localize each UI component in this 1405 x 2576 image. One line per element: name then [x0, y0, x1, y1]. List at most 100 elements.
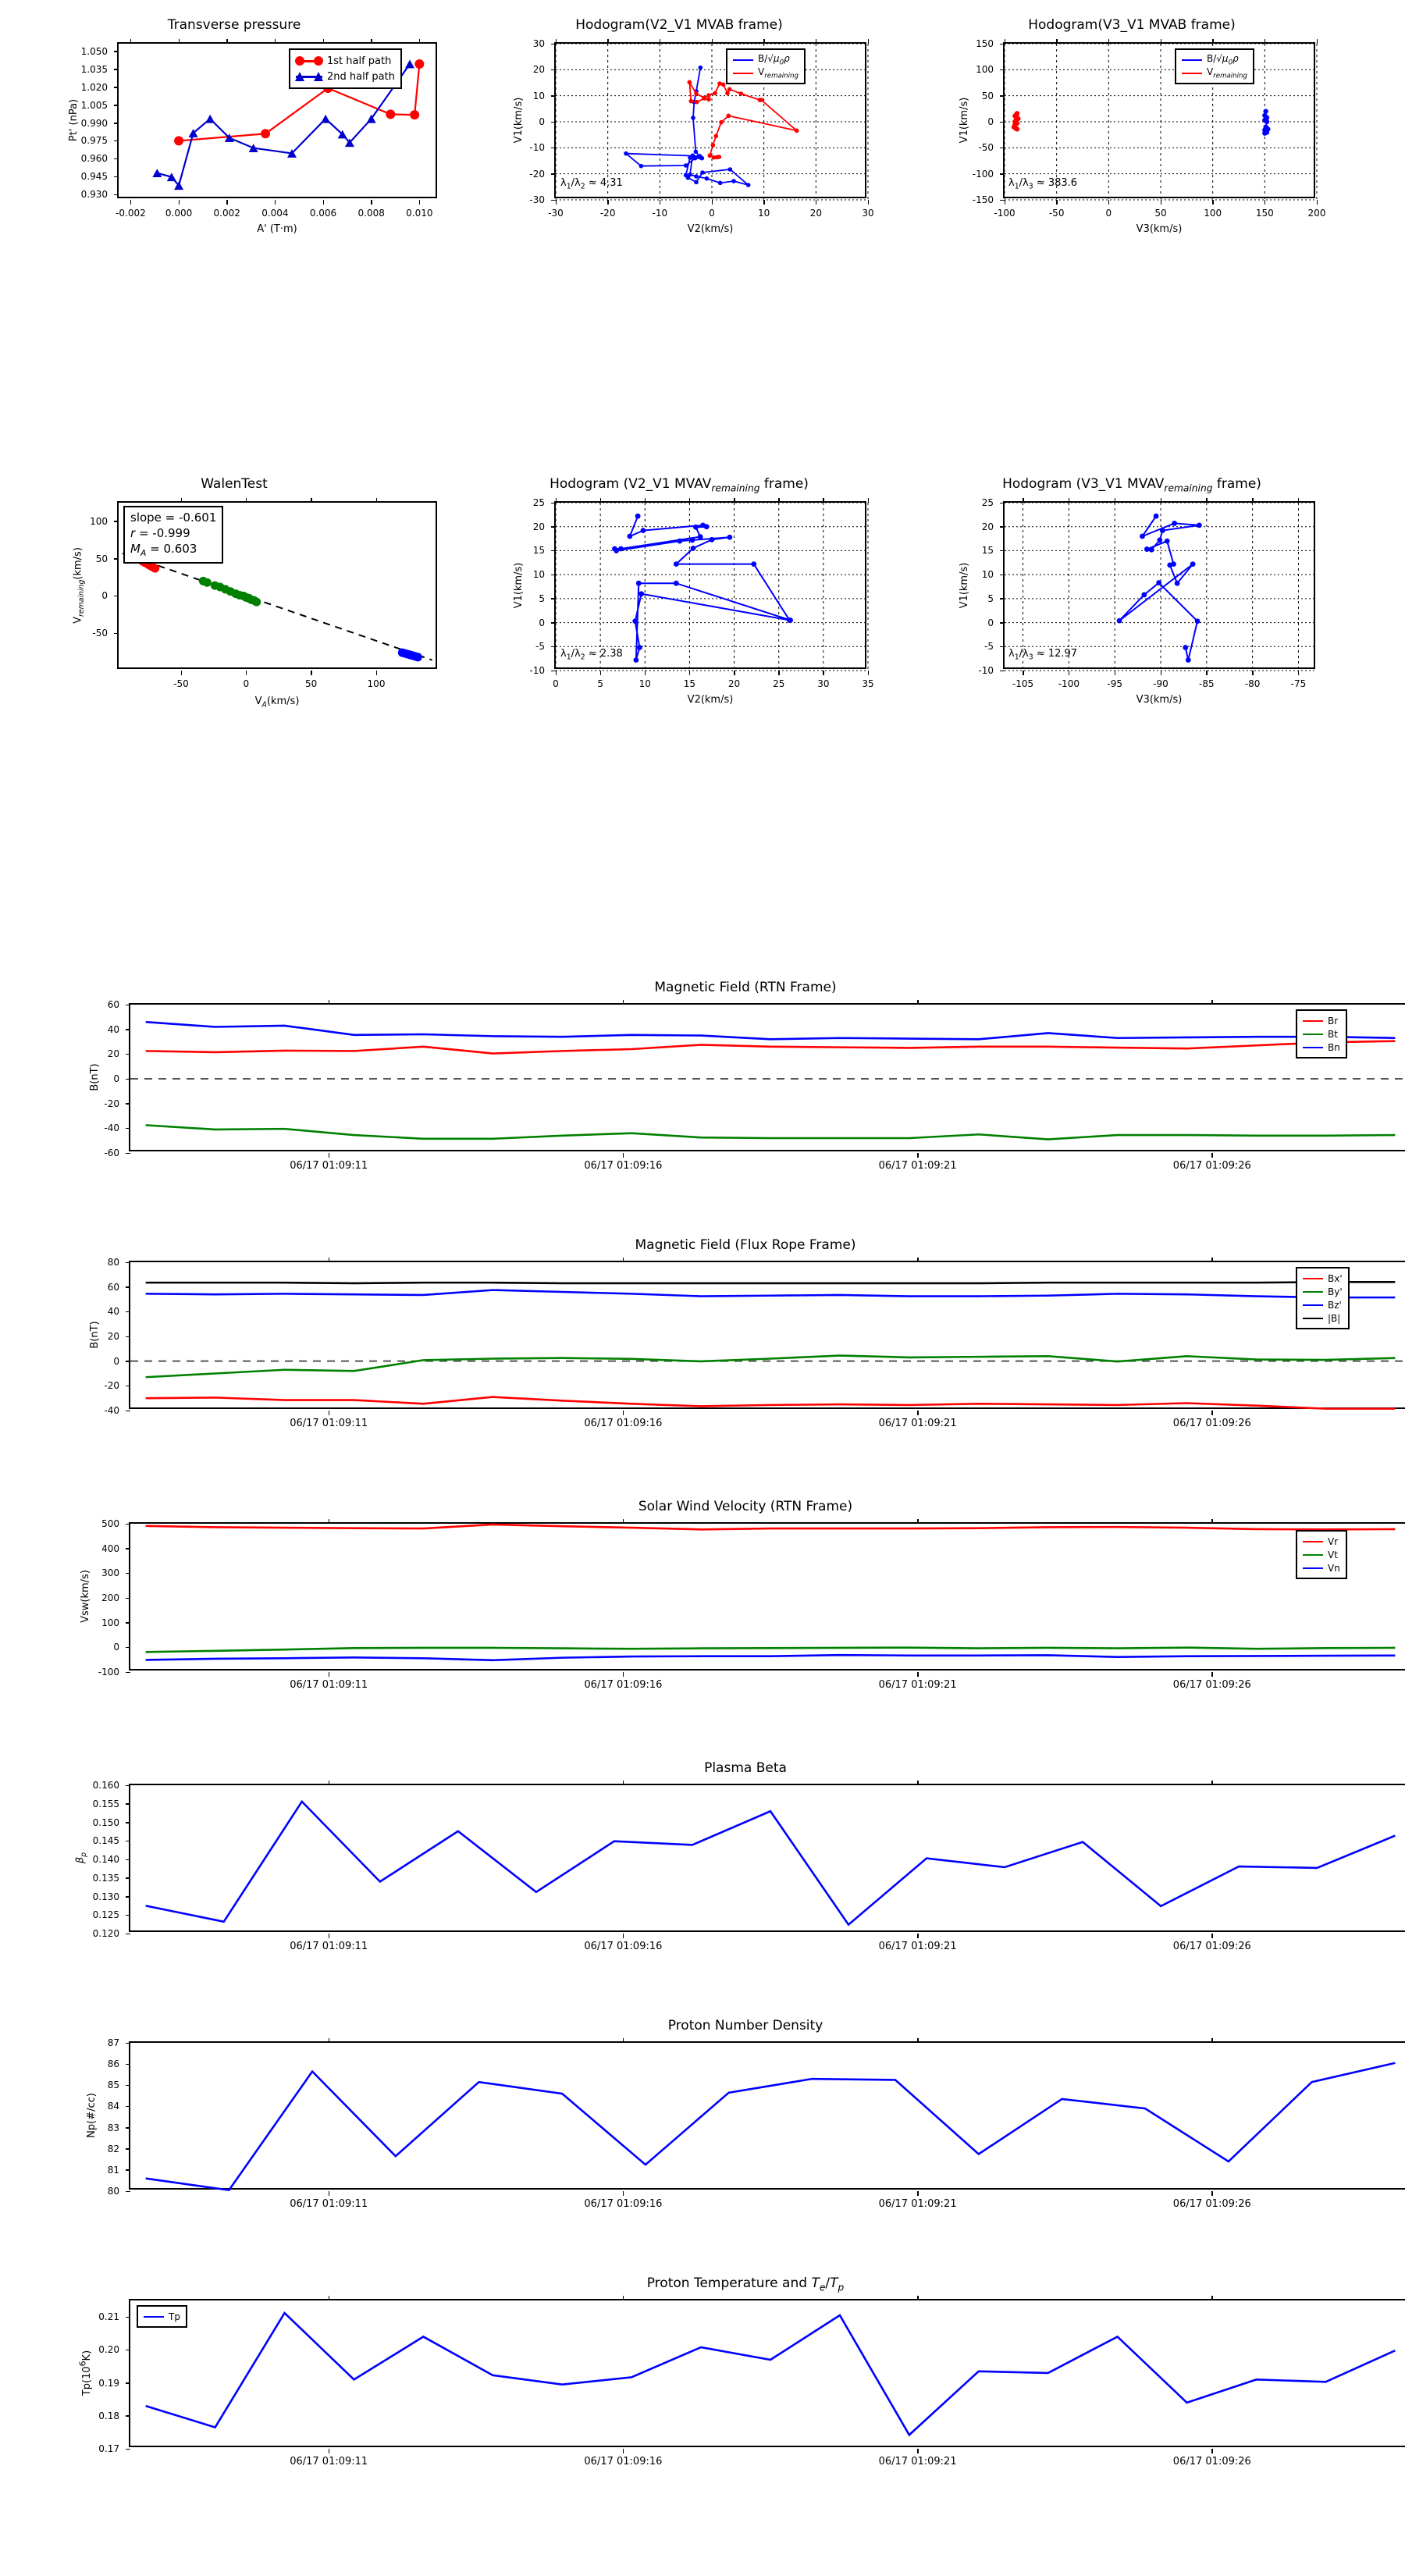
- legend-item[interactable]: Br: [1303, 1014, 1340, 1027]
- x-tick-label: 0.000: [165, 208, 193, 219]
- y-tick-label: 0.120: [92, 1928, 119, 1939]
- legend[interactable]: 1st half path 2nd half path: [289, 48, 402, 89]
- time-tick-label: 06/17 01:09:26: [1172, 1941, 1251, 1952]
- x-tick-mark: [1108, 200, 1110, 205]
- x-tick-mark: [245, 671, 247, 675]
- panel-magnetic-field-rtn: Magnetic Field (RTN Frame) -60 -40 -20 0 20 40…: [82, 980, 1405, 1175]
- legend-item[interactable]: 1st half path: [295, 53, 395, 69]
- y-tick-mark: [126, 1840, 130, 1842]
- plot-area: -100 0 100 200 300 400 500 06/17 01:09:11 06/17 …: [98, 1518, 1405, 1691]
- legend[interactable]: B/√μ0ρ Vremaining: [726, 48, 806, 84]
- y-tick-label: -20: [104, 1380, 119, 1392]
- panel-title: Solar Wind Velocity (RTN Frame): [638, 1499, 853, 1514]
- panel-plasma-beta: Plasma Beta 0.120 0.125 0.130 0.135 0.140 0.14…: [74, 1760, 1405, 1955]
- time-tick-mark: [1211, 1411, 1213, 1415]
- y-tick-mark: [551, 574, 556, 576]
- panel-title: Hodogram(V3_V1 MVAB frame): [1028, 17, 1236, 33]
- y-tick-label: 0.990: [80, 117, 108, 129]
- legend[interactable]: B/√μ0ρ Vremaining: [1175, 48, 1254, 84]
- time-tick-label: 06/17 01:09:26: [1172, 2198, 1251, 2210]
- legend-item[interactable]: B/√μ0ρ: [733, 53, 799, 66]
- time-tick-mark-top: [328, 2296, 330, 2300]
- x-tick-label: 0.006: [309, 208, 337, 219]
- legend-item[interactable]: Tp: [144, 2310, 180, 2323]
- y-tick-mark: [126, 2382, 130, 2384]
- y-tick-label: -100: [98, 1667, 119, 1678]
- y-tick-label: 100: [101, 1617, 119, 1628]
- time-tick-mark-top: [622, 1000, 624, 1005]
- y-tick-mark: [551, 526, 556, 528]
- x-tick-mark-top: [815, 39, 817, 44]
- legend-item[interactable]: Vremaining: [733, 66, 799, 80]
- x-tick-mark-top: [226, 39, 228, 44]
- time-tick-mark: [328, 1672, 330, 1677]
- x-tick-mark: [226, 200, 228, 205]
- y-tick-mark: [114, 632, 119, 635]
- x-tick-mark-top: [1297, 498, 1300, 503]
- legend-item[interactable]: |B|: [1303, 1311, 1343, 1325]
- y-axis-label: V1(km/s): [513, 562, 525, 608]
- y-tick-label: -20: [529, 168, 545, 180]
- legend-swatch: [1303, 1300, 1323, 1311]
- legend[interactable]: Bx' By' Bz' |B|: [1296, 1267, 1350, 1329]
- legend-item[interactable]: Vr: [1303, 1535, 1340, 1548]
- legend-item[interactable]: Vt: [1303, 1548, 1340, 1561]
- y-tick-mark: [126, 2349, 130, 2351]
- time-tick-mark-top: [328, 1258, 330, 1262]
- legend-item[interactable]: By': [1303, 1285, 1343, 1298]
- y-tick-label: 40: [107, 1023, 119, 1035]
- y-tick-mark: [126, 2063, 130, 2065]
- plot-area: -30 -20 -10 0 10 20 30 -30 -20 -10 0 10 20 30: [529, 38, 873, 219]
- x-tick-mark: [1316, 200, 1318, 205]
- y-tick-mark: [126, 1822, 130, 1823]
- plot-area: -60 -40 -20 0 20 40 60 06/17 01:09:11 06/17 01:0…: [104, 999, 1405, 1172]
- time-tick-label: 06/17 01:09:26: [1172, 1418, 1251, 1429]
- y-tick-label: -10: [978, 665, 994, 676]
- legend-item[interactable]: B/√μ0ρ: [1182, 53, 1247, 66]
- x-tick-mark: [763, 200, 765, 205]
- legend-item[interactable]: 2nd half path: [295, 69, 395, 84]
- y-tick-mark: [114, 176, 119, 178]
- legend-swatch: [1303, 1042, 1323, 1053]
- x-tick-mark-top: [734, 498, 735, 503]
- y-tick-mark: [126, 2448, 130, 2450]
- time-tick-mark-top: [622, 1781, 624, 1785]
- time-tick-label: 06/17 01:09:11: [290, 1160, 368, 1172]
- time-tick-label: 06/17 01:09:11: [290, 1418, 368, 1429]
- x-tick-label: 200: [1307, 208, 1326, 219]
- x-tick-mark-top: [322, 39, 325, 44]
- y-axis-label: Vsw(km/s): [80, 1570, 91, 1623]
- x-tick-mark-top: [1212, 39, 1214, 44]
- time-tick-mark-top: [622, 1519, 624, 1524]
- time-tick-label: 06/17 01:09:21: [878, 1679, 957, 1691]
- legend[interactable]: Tp: [137, 2305, 187, 2328]
- time-tick-mark: [917, 2191, 919, 2196]
- legend-item[interactable]: Vn: [1303, 1561, 1340, 1574]
- legend[interactable]: Vr Vt Vn: [1296, 1530, 1347, 1579]
- legend-item[interactable]: Bt: [1303, 1027, 1340, 1041]
- time-tick-mark-top: [917, 2038, 919, 2043]
- y-tick-label: 1.005: [80, 99, 108, 111]
- time-tick-mark-top: [328, 1000, 330, 1005]
- y-tick-mark: [126, 1361, 130, 1362]
- legend-label: B/√μ0ρ: [1207, 52, 1239, 67]
- legend[interactable]: Br Bt Bn: [1296, 1009, 1347, 1059]
- y-tick-label: 80: [107, 1257, 119, 1268]
- y-tick-label: 0.160: [92, 1780, 119, 1791]
- legend-item[interactable]: Bn: [1303, 1041, 1340, 1054]
- x-tick-label: 0: [709, 208, 715, 219]
- x-axis-label: VA(km/s): [254, 696, 300, 710]
- x-tick-mark: [867, 200, 869, 205]
- y-tick-mark: [1000, 69, 1005, 71]
- legend-item[interactable]: Bz': [1303, 1298, 1343, 1311]
- x-tick-label: -20: [599, 208, 616, 219]
- legend-item[interactable]: Bx': [1303, 1272, 1343, 1285]
- y-tick-label: 0.20: [98, 2344, 119, 2356]
- y-tick-label: 0: [987, 116, 994, 127]
- x-tick-label: 0.010: [406, 208, 433, 219]
- legend-item[interactable]: Vremaining: [1182, 66, 1247, 80]
- x-tick-label: 30: [862, 208, 874, 219]
- y-tick-label: 40: [107, 1306, 119, 1318]
- walen-ma: MA = 0.603: [130, 541, 197, 558]
